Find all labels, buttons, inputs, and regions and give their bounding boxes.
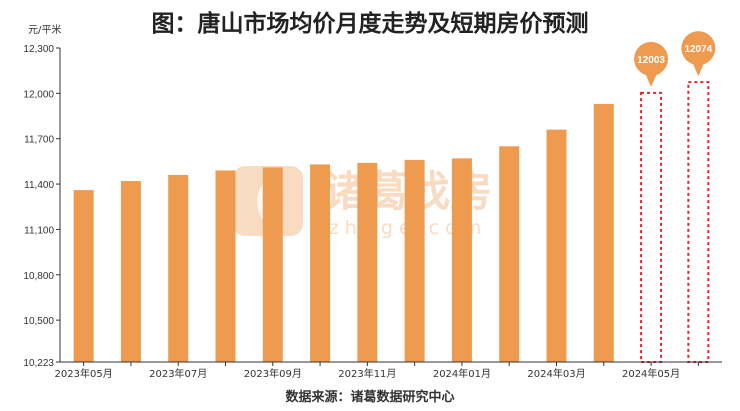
bar-2024年02月 [499,146,520,362]
bar-2023年09月 [262,167,283,362]
forecast-bar-2024年05月 [640,91,663,364]
chart-title: 图：唐山市场均价月度走势及短期房价预测 [151,10,589,36]
x-tick-label: 2023年07月 [149,367,207,380]
bar-2023年06月 [120,181,141,362]
y-tick-label: 12,300 [23,44,54,55]
x-tick-label: 2024年01月 [433,367,491,380]
y-axis-unit-label: 元/平米 [28,23,61,36]
forecast-pin-bubble [634,41,669,76]
bar-2023年05月 [73,190,94,362]
forecast-layer: 12003 12074 [634,31,716,364]
bar-2023年10月 [310,164,331,362]
forecast-bar-2024年06月 [687,81,710,363]
bar-2024年04月 [593,103,614,362]
bar-2023年08月 [215,170,236,362]
y-tick-label: 11,700 [24,135,54,146]
bar-2024年03月 [546,129,567,362]
x-tick-label: 2023年11月 [338,367,396,380]
y-tick-label: 11,100 [24,225,54,236]
bar-2023年07月 [168,174,189,362]
y-tick-label: 10,500 [23,316,54,327]
forecast-value-label: 12003 [637,55,665,66]
bar-2023年12月 [404,159,425,362]
y-tick-label: 10,223 [23,358,54,369]
y-tick-label: 10,800 [23,271,54,282]
x-tick-label: 2023年05月 [55,367,113,380]
x-tick-label: 2024年03月 [527,367,585,380]
bar-2024年01月 [451,158,472,362]
bar-2023年11月 [357,162,378,362]
forecast-pin-bubble [681,31,716,66]
source-note: 数据来源：诸葛数据研究中心 [285,389,455,404]
x-tick-label: 2023年09月 [244,367,302,380]
axes-layer: 元/平米 10,223 10,500 10,800 11,100 11,400 11,700… [23,23,722,380]
y-tick-label: 12,000 [23,89,54,100]
forecast-value-label: 12074 [684,44,712,55]
y-tick-label: 11,400 [24,180,54,191]
bars-layer [73,103,614,362]
x-tick-label: 2024年05月 [622,367,680,380]
